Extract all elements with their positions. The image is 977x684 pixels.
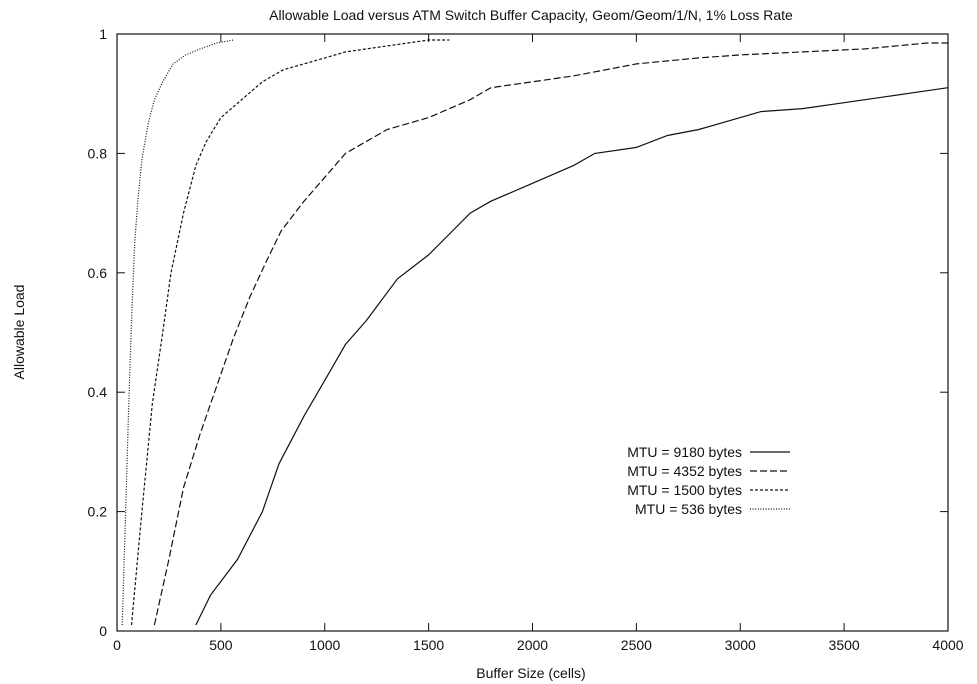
y-axis-label: Allowable Load <box>11 285 27 380</box>
x-tick-label: 2500 <box>621 637 652 653</box>
y-tick-label: 0.6 <box>88 265 108 281</box>
legend-label: MTU = 4352 bytes <box>627 463 742 479</box>
y-tick-label: 0.8 <box>88 145 108 161</box>
y-tick-label: 0 <box>99 623 107 639</box>
legend-label: MTU = 536 bytes <box>635 501 742 517</box>
x-tick-label: 4000 <box>932 637 963 653</box>
series-line-2 <box>153 42 948 626</box>
x-axis-label: Buffer Size (cells) <box>476 665 585 681</box>
legend: MTU = 9180 bytes MTU = 4352 bytes MTU = 15… <box>627 444 790 517</box>
x-axis: 0 500 1000 1500 2000 2500 3000 3500 4000 <box>113 34 964 653</box>
x-tick-label: 500 <box>209 637 233 653</box>
legend-label: MTU = 1500 bytes <box>627 482 742 498</box>
series-lines <box>121 39 949 626</box>
x-tick-label: 1000 <box>309 637 340 653</box>
x-tick-label: 3000 <box>725 637 756 653</box>
series-line-1 <box>195 87 949 626</box>
x-tick-label: 1500 <box>413 637 444 653</box>
y-tick-label: 1 <box>99 26 107 42</box>
y-tick-label: 0.4 <box>88 384 108 400</box>
series-line-3 <box>130 39 450 626</box>
y-axis: 0 0.2 0.4 0.6 0.8 1 <box>88 26 948 639</box>
y-tick-label: 0.2 <box>88 504 108 520</box>
legend-label: MTU = 9180 bytes <box>627 444 742 460</box>
x-tick-label: 3500 <box>829 637 860 653</box>
x-tick-label: 2000 <box>517 637 548 653</box>
series-line-4 <box>121 39 234 626</box>
x-tick-label: 0 <box>113 637 121 653</box>
chart-title: Allowable Load versus ATM Switch Buffer … <box>269 7 793 23</box>
plot-area <box>116 33 949 632</box>
